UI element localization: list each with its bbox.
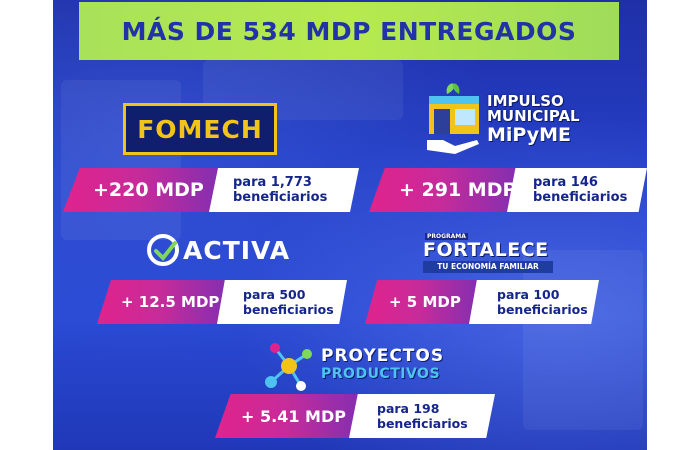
description-line: beneficiarios [497, 302, 588, 317]
amount-impulso: + 291 MDP [369, 168, 527, 212]
fortalece-title: FORTALECE [423, 239, 549, 261]
checkmark-circle-icon [154, 241, 177, 261]
impulso-logo-text: IMPULSO MUNICIPAL MiPyME [487, 92, 622, 147]
impulso-line: IMPULSO [487, 92, 564, 110]
background-decor [523, 250, 643, 430]
molecule-network-icon [265, 343, 312, 391]
description-impulso: para 146 beneficiarios [507, 168, 647, 212]
fortalece-programa-label: PROGRAMA [425, 233, 468, 240]
amount-proyectos: + 5.41 MDP [215, 394, 371, 438]
amount-fomech: +220 MDP [63, 168, 231, 212]
description-line: para 198 [377, 401, 440, 416]
description-fortalece: para 100 beneficiarios [469, 280, 599, 324]
description-line: beneficiarios [243, 302, 334, 317]
amount-fortalece: + 5 MDP [365, 280, 487, 324]
description-line: beneficiarios [233, 190, 328, 205]
reactiva-logo-text: ACTIVA [183, 236, 291, 265]
reactiva-circle-shape [147, 234, 179, 266]
page-title: MÁS DE 534 MDP ENTREGADOS [121, 16, 577, 46]
description-line: beneficiarios [377, 416, 468, 431]
stat-impulso: + 291 MDP para 146 beneficiarios [369, 168, 647, 212]
description-line: para 100 [497, 287, 560, 302]
proyectos-line: PROYECTOS [321, 346, 445, 366]
title-banner: MÁS DE 534 MDP ENTREGADOS [79, 2, 619, 60]
description-line: para 146 [533, 175, 598, 190]
infographic-poster: MÁS DE 534 MDP ENTREGADOS FOMECH +220 MD… [53, 0, 647, 450]
mipyme-line: MiPyME [487, 124, 571, 146]
impulso-municipal-logo: IMPULSO MUNICIPAL MiPyME [423, 80, 623, 160]
description-proyectos: para 198 beneficiarios [349, 394, 495, 438]
storefront-hand-icon [427, 83, 479, 154]
fortalece-subtitle: TU ECONOMÍA FAMILIAR [423, 261, 553, 273]
amount-reactiva: + 12.5 MDP [97, 280, 237, 324]
description-line: para 500 [243, 287, 306, 302]
stat-proyectos: + 5.41 MDP para 198 beneficiarios [215, 394, 495, 438]
fomech-logo: FOMECH [123, 103, 277, 155]
description-line: beneficiarios [533, 190, 628, 205]
description-reactiva: para 500 beneficiarios [217, 280, 347, 324]
description-line: para 1,773 [233, 175, 312, 190]
municipal-line: MUNICIPAL [487, 107, 580, 125]
stat-fomech: +220 MDP para 1,773 beneficiarios [63, 168, 359, 212]
fortalece-logo: PROGRAMA FORTALECE TU ECONOMÍA FAMILIAR [423, 233, 555, 275]
fomech-logo-text: FOMECH [137, 114, 263, 144]
productivos-line: PRODUCTIVOS [321, 366, 441, 382]
proyectos-productivos-logo: PROYECTOS PRODUCTIVOS [261, 340, 491, 394]
description-fomech: para 1,773 beneficiarios [209, 168, 359, 212]
reactiva-logo: ACTIVA [147, 232, 307, 272]
stat-reactiva: + 12.5 MDP para 500 beneficiarios [97, 280, 347, 324]
stat-fortalece: + 5 MDP para 100 beneficiarios [365, 280, 599, 324]
